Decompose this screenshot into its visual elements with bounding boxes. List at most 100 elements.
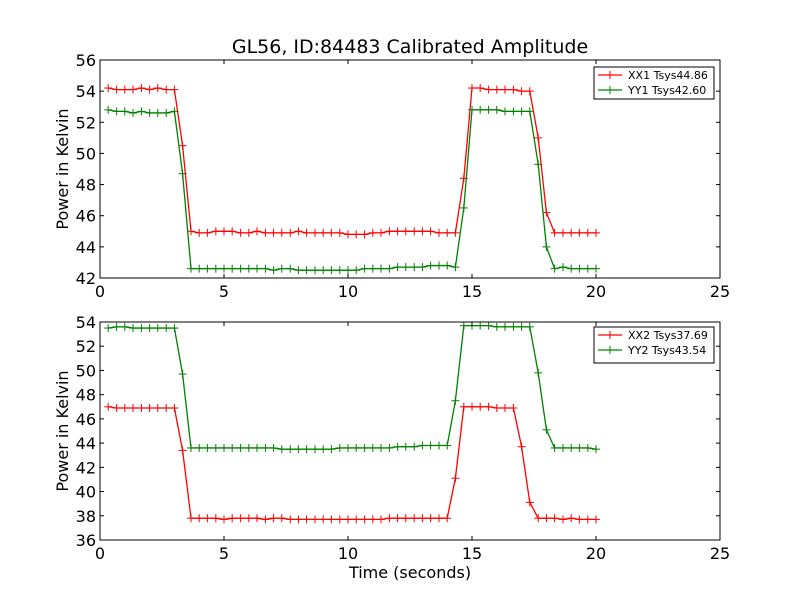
data-point <box>360 230 369 239</box>
data-point <box>269 228 278 237</box>
x-tick-label: 20 <box>586 282 606 301</box>
data-point <box>170 85 179 94</box>
data-point <box>277 514 286 523</box>
bottom-subplot: 0 5 10 15 20 25 36 38 40 42 44 46 48 50 52 54 Power in K… <box>53 313 730 582</box>
data-point <box>426 261 435 270</box>
data-point <box>492 403 501 412</box>
data-point <box>327 266 336 275</box>
data-point <box>252 514 261 523</box>
data-point <box>244 514 253 523</box>
data-point <box>550 228 559 237</box>
data-point <box>360 264 369 273</box>
y-tick-label: 48 <box>76 386 96 405</box>
data-point <box>327 445 336 454</box>
data-point <box>525 498 534 507</box>
data-point <box>220 264 228 273</box>
y-tick-label: 42 <box>76 269 96 288</box>
data-point <box>550 264 559 273</box>
data-point <box>492 105 501 114</box>
axes-frame <box>99 59 721 279</box>
data-point <box>112 107 121 116</box>
data-point <box>459 402 468 411</box>
series-markers-2 <box>104 105 600 275</box>
data-point <box>252 227 261 236</box>
data-point <box>220 227 228 236</box>
y-tick-label: 44 <box>76 434 96 453</box>
data-point <box>319 228 328 237</box>
data-point <box>220 515 228 524</box>
data-point <box>559 515 568 524</box>
data-point <box>286 515 295 524</box>
data-point <box>410 442 419 451</box>
data-point <box>426 227 435 236</box>
data-point <box>542 242 551 251</box>
data-point <box>509 322 518 331</box>
x-tick-label: 0 <box>95 282 105 301</box>
data-point <box>352 230 361 239</box>
data-point <box>261 443 270 452</box>
data-point <box>302 445 311 454</box>
legend: XX2 Tsys37.69 YY2 Tsys43.54 <box>593 326 715 364</box>
data-point <box>145 403 154 412</box>
data-point <box>443 261 452 270</box>
data-point <box>368 264 377 273</box>
series-markers-2 <box>104 321 600 454</box>
data-point <box>153 84 162 93</box>
data-point <box>418 514 427 523</box>
data-point <box>153 324 162 333</box>
data-point <box>294 445 303 454</box>
data-point <box>451 474 460 483</box>
y-tick-label: 52 <box>76 337 96 356</box>
data-point <box>575 228 584 237</box>
data-point <box>236 264 245 273</box>
data-point <box>451 263 460 272</box>
data-point <box>104 324 113 333</box>
data-point <box>344 230 352 239</box>
data-point <box>534 368 543 377</box>
data-point <box>228 514 237 523</box>
data-point <box>261 228 270 237</box>
data-point <box>286 445 295 454</box>
y-tick-label: 38 <box>76 507 96 526</box>
data-point <box>583 264 592 273</box>
data-point <box>459 321 468 330</box>
data-point <box>252 264 261 273</box>
legend-box <box>593 66 715 100</box>
data-point <box>104 105 113 114</box>
data-point <box>500 322 509 331</box>
legend-entry: XX2 Tsys37.69 <box>598 329 708 342</box>
data-point <box>567 264 576 273</box>
legend-label: XX1 Tsys44.86 <box>628 69 708 82</box>
data-point <box>509 107 518 116</box>
data-point <box>592 445 600 454</box>
data-point <box>410 227 419 236</box>
data-point <box>170 324 179 333</box>
data-point <box>592 264 600 273</box>
data-point <box>542 208 551 217</box>
data-point <box>162 108 171 117</box>
data-point <box>517 107 526 116</box>
data-point <box>401 514 410 523</box>
data-point <box>426 441 435 450</box>
y-tick-label: 54 <box>76 82 96 101</box>
data-point <box>500 403 509 412</box>
data-point <box>476 84 485 93</box>
data-point <box>244 228 253 237</box>
data-point <box>261 515 270 524</box>
data-point <box>112 322 121 331</box>
y-tick-label: 52 <box>76 113 96 132</box>
data-point <box>525 87 534 96</box>
data-point <box>335 515 344 524</box>
data-point <box>426 514 435 523</box>
data-point <box>145 324 154 333</box>
data-point <box>476 321 485 330</box>
data-point <box>327 228 336 237</box>
data-point <box>137 107 146 116</box>
data-point <box>294 266 303 275</box>
data-point <box>500 107 509 116</box>
data-point <box>385 264 394 273</box>
x-tick-label: 0 <box>95 544 105 563</box>
y-tick-label: 42 <box>76 458 96 477</box>
